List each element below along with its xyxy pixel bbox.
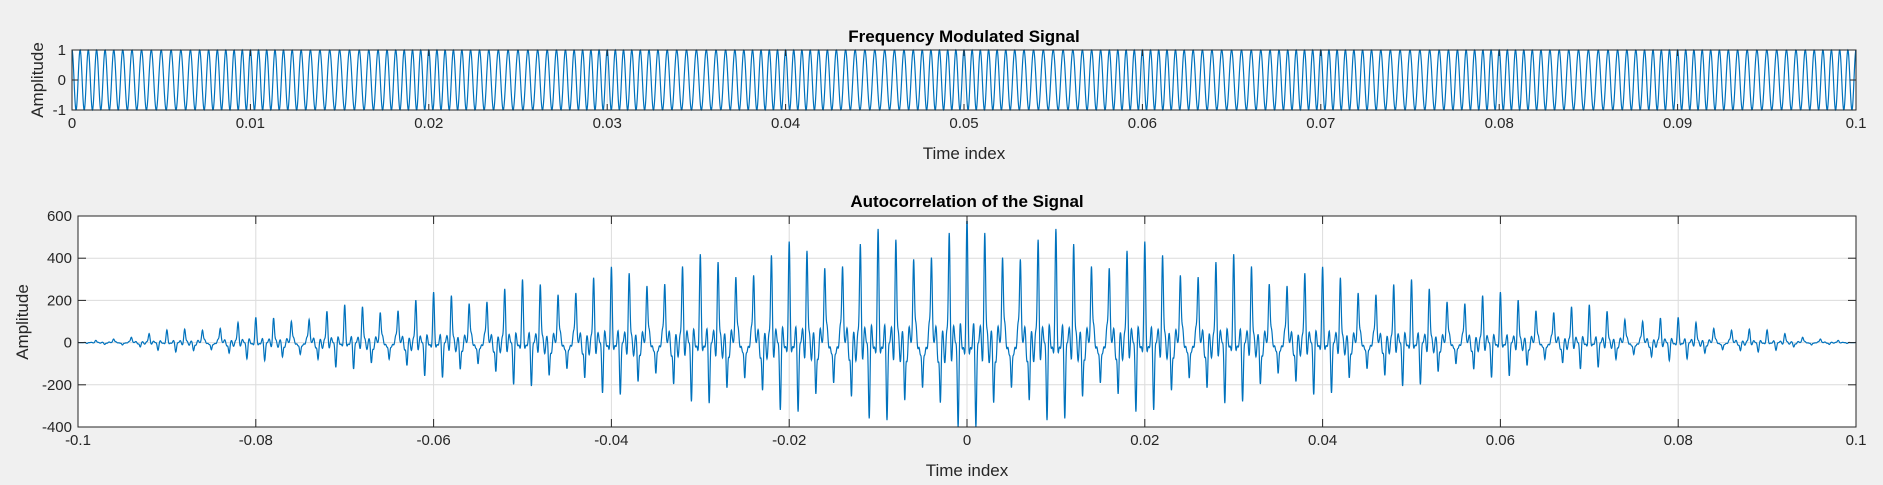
acf-y-tick-label: 400 [47,250,72,267]
acf-x-tick-label: 0.08 [1664,432,1693,449]
fm-x-tick-label: 0.01 [236,115,265,132]
fm-x-tick-label: 0.03 [593,115,622,132]
fm-x-tick-label: 0.07 [1306,115,1335,132]
acf-x-axis-label: Time index [926,461,1009,480]
fm-x-tick-label: 0.1 [1846,115,1867,132]
fm-x-tick-label: 0.05 [949,115,978,132]
fm-x-tick-label: 0.06 [1128,115,1157,132]
autocorrelation-line [77,221,1857,428]
acf-x-tick-label: 0.02 [1130,432,1159,449]
acf-x-tick-label: -0.1 [65,432,91,449]
fm-y-tick-label: 1 [58,42,66,59]
fm-chart-title: Frequency Modulated Signal [848,27,1079,46]
acf-x-tick-label: -0.08 [239,432,273,449]
fm-x-tick-label: 0.09 [1663,115,1692,132]
fm-y-axis-label: Amplitude [28,42,47,118]
acf-x-tick-label: -0.06 [416,432,450,449]
acf-ticks: -0.1 -0.08 -0.06 -0.04 -0.02 0 0.02 0.04 0.06 0.0… [42,208,1866,449]
acf-x-tick-label: 0.1 [1846,432,1867,449]
acf-x-tick-label: 0.06 [1486,432,1515,449]
autocorrelation-axes: -0.1 -0.08 -0.06 -0.04 -0.02 0 0.02 0.04 0.06 0.0… [13,192,1866,480]
fm-x-tick-label: 0.04 [771,115,800,132]
fm-x-tick-label: 0 [68,115,76,132]
fm-x-axis-label: Time index [923,144,1006,163]
fm-y-tick-label: -1 [53,102,66,119]
fm-gridlines [72,50,1856,110]
acf-y-axis-label: Amplitude [13,284,32,360]
fm-x-tick-label: 0.02 [414,115,443,132]
acf-x-tick-label: -0.04 [594,432,628,449]
acf-y-tick-label: -200 [42,377,72,394]
acf-x-tick-label: 0 [963,432,971,449]
acf-y-tick-label: 0 [64,335,72,352]
acf-y-tick-label: 200 [47,292,72,309]
acf-y-tick-label: 600 [47,208,72,225]
acf-y-tick-label: -400 [42,419,72,436]
acf-chart-title: Autocorrelation of the Signal [850,192,1083,211]
fm-signal-axes: 0 0.01 0.02 0.03 0.04 0.05 0.06 0.07 0.08 0.09 0.1… [28,27,1866,163]
acf-x-tick-label: 0.04 [1308,432,1337,449]
fm-y-tick-label: 0 [58,72,66,89]
acf-x-tick-label: -0.02 [772,432,806,449]
fm-ticks: 0 0.01 0.02 0.03 0.04 0.05 0.06 0.07 0.08 0.09 0.1… [53,42,1867,132]
fm-x-tick-label: 0.08 [1485,115,1514,132]
